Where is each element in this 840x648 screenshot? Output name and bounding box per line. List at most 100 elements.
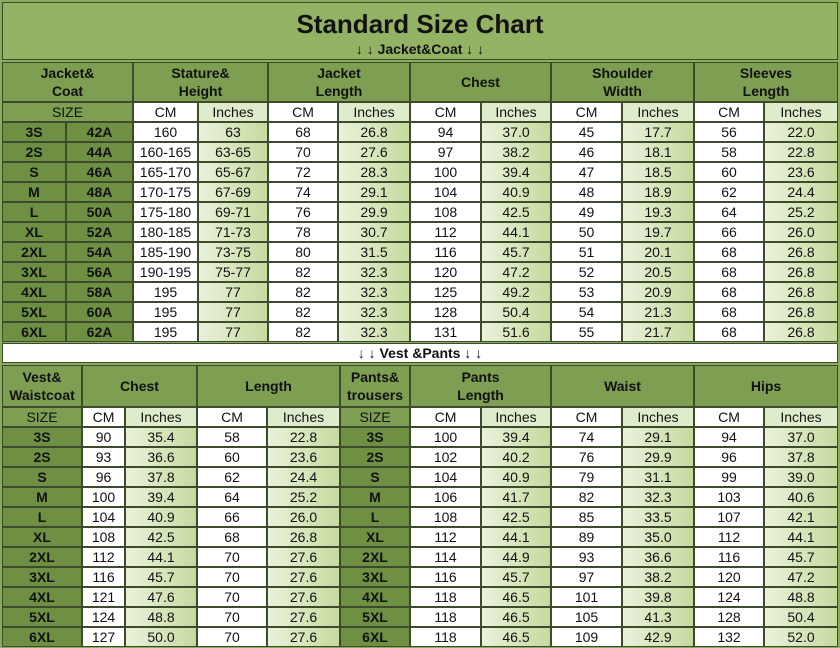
cell-text: 50.4 (787, 609, 815, 625)
value-cell: 62 (197, 467, 267, 487)
cell-text: 26.8 (787, 244, 815, 260)
cell-text: 35.0 (644, 529, 672, 545)
cell-text: 29.9 (644, 449, 672, 465)
size-cell: 3XL (2, 262, 66, 282)
cell-text: 20.9 (644, 284, 672, 300)
column-header: Chest (410, 62, 551, 102)
cell-text: 54 (578, 304, 595, 320)
cell-text: 42.9 (644, 629, 672, 645)
cell-text: 76 (295, 204, 311, 220)
cell-text: 64 (224, 489, 240, 505)
value-cell: 22.0 (764, 122, 838, 142)
cell-text: 37.0 (502, 124, 530, 140)
cell-text: 108 (433, 204, 458, 220)
value-cell: 39.4 (125, 487, 197, 507)
value-cell: 82 (551, 487, 622, 507)
column-header: Stature& Height (133, 62, 268, 102)
cell-text: Length (315, 83, 363, 99)
cell-text: 20.1 (644, 244, 672, 260)
cell-text: 4XL (21, 284, 47, 300)
cell-text: 5XL (362, 609, 388, 625)
value-cell: 76 (268, 202, 338, 222)
cell-text: M (28, 184, 40, 200)
value-cell: 105 (551, 607, 622, 627)
value-cell: 195 (133, 322, 198, 342)
value-cell: 49.2 (481, 282, 551, 302)
cell-text: 66 (721, 224, 737, 240)
cell-text: Length (742, 83, 790, 99)
cell-text: 6XL (29, 629, 55, 645)
cell-text: 77 (225, 324, 241, 340)
cell-text: Inches (637, 104, 679, 120)
cell-text: 39.4 (147, 489, 175, 505)
cell-text: 185-190 (139, 244, 192, 260)
cell-text: 79 (578, 469, 595, 485)
cell-text: 32.3 (644, 489, 672, 505)
size-cell: 2XL (2, 547, 82, 567)
cell-text: 3XL (21, 264, 47, 280)
value-cell: 124 (694, 587, 764, 607)
value-cell: 54 (551, 302, 622, 322)
cell-text: Vest& (22, 369, 62, 385)
value-cell: 39.8 (622, 587, 694, 607)
column-header: Jacket Length (268, 62, 410, 102)
cell-text: 22.8 (787, 144, 815, 160)
cell-text: 47.6 (147, 589, 175, 605)
cell-text: 25.2 (289, 489, 318, 505)
value-cell: 60 (197, 447, 267, 467)
value-cell: 90 (82, 427, 125, 447)
value-cell: 118 (410, 607, 481, 627)
cell-text: 63-65 (215, 144, 251, 160)
size-cell: M (2, 487, 82, 507)
cell-text: 62 (224, 469, 240, 485)
value-cell: 68 (694, 282, 764, 302)
cell-text: XL (366, 529, 384, 545)
cell-text: 82 (295, 264, 311, 280)
cell-text: 106 (433, 489, 458, 505)
column-header: Shoulder Width (551, 62, 694, 102)
value-cell: 32.3 (338, 282, 410, 302)
cell-text: L (37, 509, 47, 525)
cell-text: CM (575, 104, 598, 120)
value-cell: 78 (268, 222, 338, 242)
size-cell: 48A (66, 182, 133, 202)
cell-text: 23.6 (787, 164, 815, 180)
cell-text: XL (25, 224, 43, 240)
cell-text: 46.5 (502, 609, 530, 625)
cell-text: 70 (295, 144, 311, 160)
unit-header: CM (410, 102, 481, 122)
value-cell: 29.9 (622, 447, 694, 467)
value-cell: 33.5 (622, 507, 694, 527)
cell-text: Pants& (350, 369, 400, 385)
value-cell: 70 (197, 607, 267, 627)
cell-text: 160-165 (139, 144, 192, 160)
value-cell: 97 (410, 142, 481, 162)
size-cell: XL (2, 527, 82, 547)
cell-text: 3XL (362, 569, 388, 585)
cell-text: 63 (225, 124, 241, 140)
cell-text: 38.2 (502, 144, 530, 160)
cell-text: 52 (578, 264, 595, 280)
value-cell: 26.8 (267, 527, 340, 547)
value-cell: 47.2 (764, 567, 838, 587)
value-cell: 40.9 (481, 467, 551, 487)
cell-text: 50.0 (147, 629, 175, 645)
value-cell: 160-165 (133, 142, 198, 162)
unit-header: CM (133, 102, 198, 122)
cell-text: 32.3 (360, 324, 388, 340)
size-cell: 50A (66, 202, 133, 222)
unit-header: CM (268, 102, 338, 122)
value-cell: 45.7 (125, 567, 197, 587)
value-cell: 68 (197, 527, 267, 547)
cell-text: 108 (433, 509, 458, 525)
value-cell: 40.9 (481, 182, 551, 202)
cell-text: 3S (366, 429, 384, 445)
value-cell: 40.9 (125, 507, 197, 527)
cell-text: 100 (433, 164, 458, 180)
cell-text: 128 (433, 304, 458, 320)
value-cell: 45.7 (481, 567, 551, 587)
value-cell: 44.1 (481, 527, 551, 547)
cell-text: 80 (295, 244, 311, 260)
value-cell: 175-180 (133, 202, 198, 222)
value-cell: 99 (694, 467, 764, 487)
